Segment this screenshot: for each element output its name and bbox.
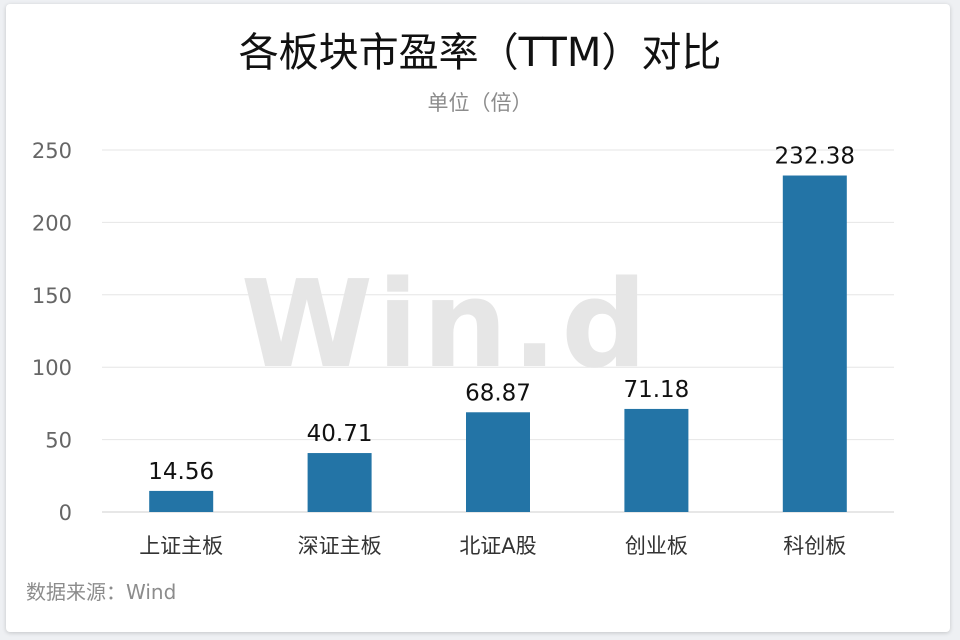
bar: [624, 408, 689, 512]
chart-subtitle: 单位（倍）: [428, 91, 533, 115]
bar-chart: Win.d 各板块市盈率（TTM）对比 单位（倍） 0 50 100 150 200 25…: [26, 30, 894, 604]
x-tick-label: 深证主板: [298, 534, 382, 558]
source-note: 数据来源：Wind: [26, 580, 176, 604]
bar: [466, 412, 530, 512]
data-label: 68.87: [465, 380, 531, 406]
y-tick-label: 250: [32, 139, 72, 163]
chart-card: Win.d 各板块市盈率（TTM）对比 单位（倍） 0 50 100 150 200 25…: [6, 4, 950, 632]
y-tick-label: 200: [32, 211, 72, 235]
bar: [149, 490, 214, 512]
bars: 14.56 40.71 68.87 71.18 232.38: [148, 144, 855, 512]
y-axis: 0 50 100 150 200 250: [32, 139, 72, 525]
y-tick-label: 100: [32, 356, 72, 380]
x-tick-label: 科创板: [783, 534, 846, 558]
y-tick-label: 150: [32, 284, 72, 308]
data-label: 14.56: [148, 459, 214, 485]
bar: [782, 175, 847, 512]
x-axis: 上证主板 深证主板 北证A股 创业板 科创板: [139, 534, 846, 558]
x-tick-label: 北证A股: [459, 534, 536, 558]
chart-title: 各板块市盈率（TTM）对比: [239, 30, 722, 76]
y-tick-label: 50: [45, 429, 72, 453]
grid-lines: [102, 149, 894, 513]
watermark: Win.d: [241, 256, 651, 395]
y-tick-label: 0: [59, 501, 72, 525]
data-label: 40.71: [307, 421, 373, 447]
bar: [307, 453, 372, 512]
data-label: 232.38: [775, 144, 855, 170]
x-tick-label: 创业板: [625, 534, 688, 558]
x-tick-label: 上证主板: [139, 534, 223, 558]
data-label: 71.18: [623, 377, 689, 403]
